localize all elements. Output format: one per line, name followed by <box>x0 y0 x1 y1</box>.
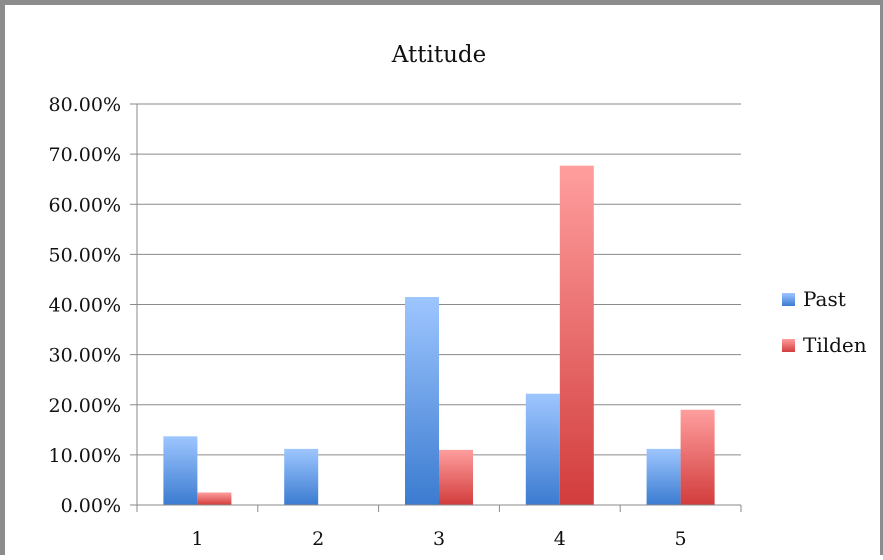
bar-tilden-4 <box>559 165 594 505</box>
bar-past-1 <box>163 436 198 505</box>
y-tick-label: 0.00% <box>61 495 121 517</box>
bar-past-2 <box>284 448 319 505</box>
y-tick-label: 60.00% <box>49 194 121 216</box>
y-tick-label: 30.00% <box>49 345 121 367</box>
x-tick-label: 5 <box>675 528 687 550</box>
bar-tilden-3 <box>439 449 473 505</box>
x-tick-label: 2 <box>312 528 324 550</box>
chart-svg: Attitude 0.00%10.00%20.00%30.00%40.00%50… <box>49 42 867 550</box>
bar-past-3 <box>405 296 439 505</box>
chart-title: Attitude <box>391 42 486 68</box>
bars <box>163 165 715 505</box>
y-axis-tick-labels: 0.00% 10.00% 20.00% 30.00% 40.00% 50.00% 60.00… <box>49 94 137 517</box>
legend-swatch-tilden <box>782 339 795 352</box>
y-tick-label: 10.00% <box>49 445 121 467</box>
y-tick-label: 50.00% <box>49 244 121 266</box>
legend-label-tilden: Tilden <box>803 333 867 357</box>
y-tick-label: 80.00% <box>49 94 121 116</box>
y-tick-label: 20.00% <box>49 395 121 417</box>
x-axis-tick-labels: 1 2 3 4 5 <box>136 505 742 550</box>
bar-past-4 <box>525 393 560 505</box>
bar-past-5 <box>646 448 681 505</box>
bar-tilden-1 <box>197 492 232 505</box>
y-tick-label: 70.00% <box>49 144 121 166</box>
x-tick-label: 3 <box>433 528 445 550</box>
x-tick-label: 4 <box>554 528 566 550</box>
x-tick-label: 1 <box>191 528 203 550</box>
axes <box>136 104 741 506</box>
y-tick-label: 40.00% <box>49 295 121 317</box>
legend: Past Tilden <box>782 287 867 357</box>
legend-swatch-past <box>782 293 795 306</box>
bar-tilden-5 <box>680 409 715 505</box>
legend-label-past: Past <box>803 287 846 311</box>
